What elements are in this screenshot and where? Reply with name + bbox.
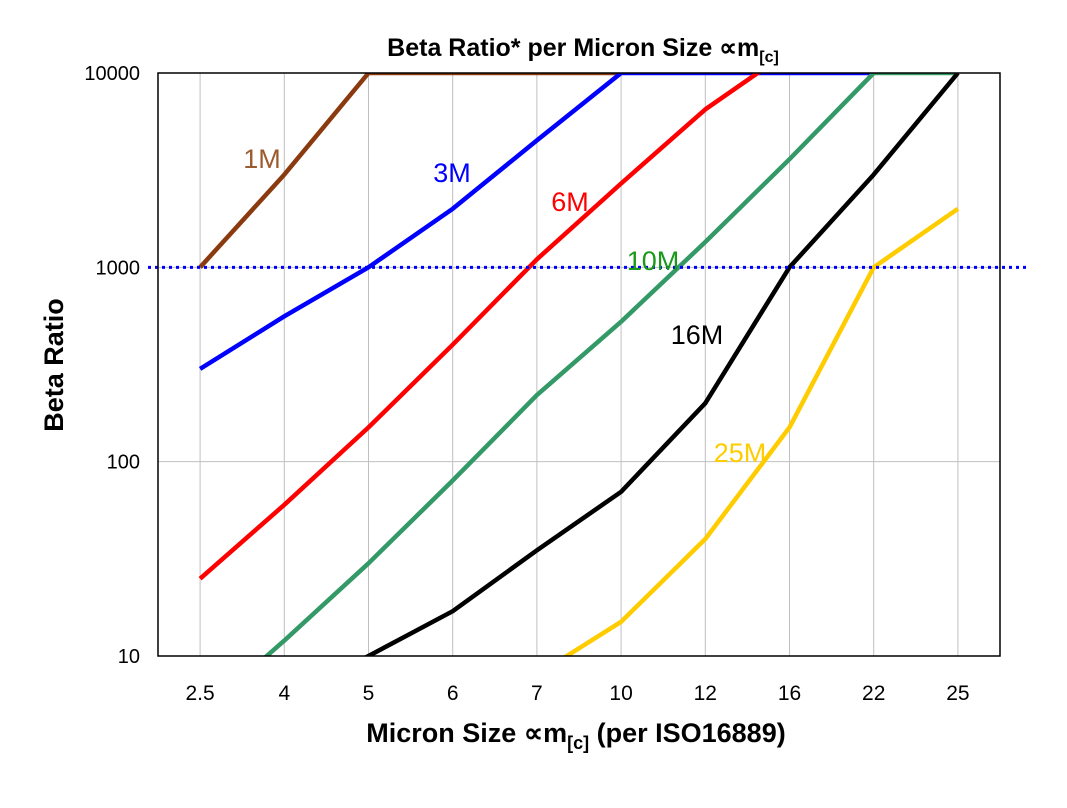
series-lines	[198, 73, 960, 656]
x-tick-label: 7	[531, 682, 543, 705]
series-line-1M	[198, 73, 622, 269]
y-axis-ticks: 10 100 1000 10000	[84, 63, 140, 668]
series-line-3M	[198, 73, 874, 371]
series-line-25M	[562, 206, 960, 656]
x-tick-label: 10	[609, 682, 632, 705]
x-tick-label: 6	[447, 682, 459, 705]
series-label-16M: 16M	[671, 320, 724, 350]
x-tick-label: 16	[778, 682, 801, 705]
series-label-25M: 25M	[714, 438, 767, 468]
x-tick-label: 22	[862, 682, 885, 705]
series-line-10M	[263, 73, 958, 656]
x-axis-ticks: 2.5 4 5 6 7 10 12 16 22 25	[185, 682, 969, 705]
series-line-16M	[363, 73, 960, 656]
y-tick-label: 100	[107, 452, 140, 474]
x-tick-label: 4	[278, 682, 290, 705]
y-tick-label: 10000	[84, 63, 140, 85]
series-label-3M: 3M	[433, 158, 471, 188]
y-axis-label: Beta Ratio	[39, 298, 69, 432]
x-tick-label: 25	[946, 682, 969, 705]
x-tick-label: 12	[694, 682, 717, 705]
series-label-6M: 6M	[551, 187, 589, 217]
x-axis-label: Micron Size ∝m[c] (per ISO16889)	[366, 718, 785, 753]
chart-title: Beta Ratio* per Micron Size ∝m[c]	[387, 34, 779, 66]
x-tick-label: 2.5	[185, 682, 214, 705]
plot-area-border	[157, 72, 1001, 657]
series-labels: 1M 3M 6M 10M 16M 25M	[243, 144, 766, 468]
y-tick-label: 1000	[96, 257, 141, 279]
series-label-1M: 1M	[243, 144, 281, 174]
y-tick-label: 10	[118, 646, 140, 668]
series-line-6M	[198, 73, 762, 581]
gridlines	[158, 72, 1000, 657]
x-tick-label: 5	[363, 682, 375, 705]
series-label-10M: 10M	[627, 246, 680, 276]
